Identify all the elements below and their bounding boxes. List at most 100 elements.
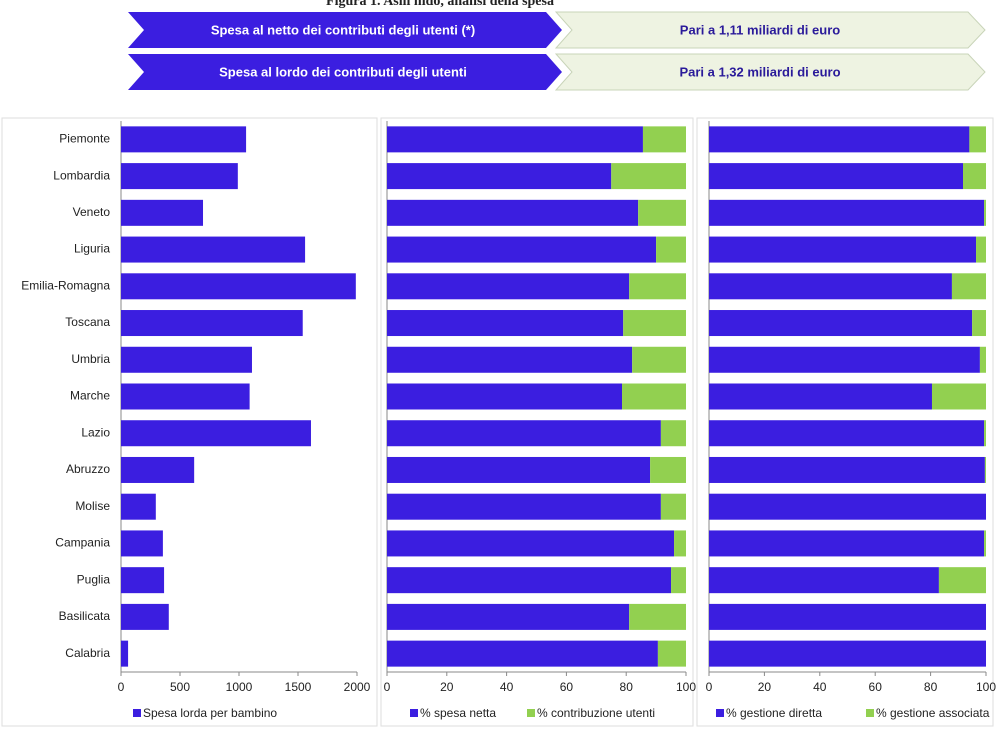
bar bbox=[709, 163, 964, 190]
bar bbox=[611, 163, 686, 190]
x-tick-label: 40 bbox=[813, 680, 827, 694]
bar bbox=[671, 567, 686, 594]
banner-value: Pari a 1,32 miliardi di euro bbox=[679, 64, 840, 79]
category-label: Molise bbox=[75, 499, 110, 513]
bar bbox=[121, 420, 311, 447]
bar bbox=[979, 346, 986, 373]
bar bbox=[969, 126, 986, 153]
legend-swatch bbox=[716, 709, 724, 717]
bar bbox=[387, 603, 630, 630]
x-tick-label: 20 bbox=[758, 680, 772, 694]
banner-label: Spesa al lordo dei contributi degli uten… bbox=[219, 64, 467, 79]
panel-frame bbox=[1, 117, 378, 727]
bar bbox=[121, 273, 356, 300]
x-tick-label: 20 bbox=[440, 680, 454, 694]
banner-arrow bbox=[128, 54, 562, 90]
bar bbox=[984, 530, 986, 557]
bar bbox=[121, 310, 303, 337]
bar bbox=[709, 346, 980, 373]
bar bbox=[387, 420, 661, 447]
x-tick-label: 0 bbox=[706, 680, 713, 694]
category-label: Emilia-Romagna bbox=[21, 278, 110, 292]
legend-label: % spesa netta bbox=[420, 706, 496, 720]
category-label: Lazio bbox=[81, 425, 110, 439]
banner-arrow bbox=[554, 53, 986, 91]
bar bbox=[387, 640, 658, 667]
bar bbox=[387, 530, 675, 557]
bar bbox=[121, 163, 238, 190]
bar bbox=[121, 383, 250, 410]
category-label: Calabria bbox=[65, 646, 110, 660]
bar bbox=[709, 310, 973, 337]
x-tick-label: 60 bbox=[560, 680, 574, 694]
bar bbox=[387, 567, 672, 594]
x-tick-label: 0 bbox=[118, 680, 125, 694]
bar bbox=[387, 236, 657, 263]
banner-label: Spesa al netto dei contributi degli uten… bbox=[211, 22, 475, 37]
bar bbox=[674, 530, 686, 557]
category-label: Lombardia bbox=[53, 168, 110, 182]
x-tick-label: 0 bbox=[384, 680, 391, 694]
bar bbox=[657, 640, 686, 667]
bar bbox=[656, 236, 686, 263]
category-label: Campania bbox=[55, 536, 110, 550]
banner-arrow bbox=[128, 12, 562, 48]
bar bbox=[709, 530, 985, 557]
x-tick-label: 1500 bbox=[285, 680, 312, 694]
bar bbox=[121, 126, 247, 153]
x-tick-label: 500 bbox=[170, 680, 190, 694]
bar bbox=[387, 346, 633, 373]
bar bbox=[387, 456, 651, 483]
bar bbox=[709, 199, 985, 226]
bar bbox=[963, 163, 986, 190]
bar bbox=[709, 640, 986, 667]
bar bbox=[629, 603, 686, 630]
bar bbox=[650, 456, 686, 483]
category-label: Toscana bbox=[65, 315, 110, 329]
legend-label: % gestione associata bbox=[876, 706, 990, 720]
x-tick-label: 80 bbox=[924, 680, 938, 694]
category-label: Liguria bbox=[74, 242, 110, 256]
bar bbox=[709, 456, 985, 483]
category-label: Abruzzo bbox=[66, 462, 110, 476]
bar bbox=[121, 567, 165, 594]
x-tick-label: 2000 bbox=[344, 680, 371, 694]
x-tick-label: 60 bbox=[869, 680, 883, 694]
category-label: Veneto bbox=[73, 205, 111, 219]
category-label: Basilicata bbox=[59, 609, 111, 623]
bar bbox=[972, 310, 986, 337]
bar bbox=[121, 456, 195, 483]
category-label: Piemonte bbox=[59, 132, 110, 146]
legend-label: % gestione diretta bbox=[726, 706, 822, 720]
bar bbox=[121, 640, 129, 667]
bar bbox=[629, 273, 686, 300]
bar bbox=[984, 456, 986, 483]
bar bbox=[387, 493, 661, 520]
bar bbox=[709, 273, 952, 300]
panel-frame bbox=[696, 117, 994, 727]
bar bbox=[709, 383, 932, 410]
bar bbox=[976, 236, 986, 263]
bar bbox=[709, 126, 970, 153]
bar bbox=[387, 163, 612, 190]
x-tick-label: 80 bbox=[620, 680, 634, 694]
bar bbox=[632, 346, 686, 373]
legend-swatch bbox=[133, 709, 141, 717]
bar bbox=[660, 493, 686, 520]
bar bbox=[709, 420, 985, 447]
bar bbox=[623, 310, 686, 337]
bar bbox=[709, 236, 977, 263]
bar bbox=[951, 273, 986, 300]
x-tick-label: 40 bbox=[500, 680, 514, 694]
category-label: Puglia bbox=[77, 572, 111, 586]
banner-value: Pari a 1,11 miliardi di euro bbox=[680, 22, 840, 37]
bar bbox=[931, 383, 986, 410]
bar bbox=[709, 567, 939, 594]
bar bbox=[984, 420, 986, 447]
legend-label: Spesa lorda per bambino bbox=[143, 706, 277, 720]
category-label: Umbria bbox=[71, 352, 110, 366]
bar bbox=[660, 420, 686, 447]
bar bbox=[121, 236, 306, 263]
x-tick-label: 100 bbox=[676, 680, 696, 694]
